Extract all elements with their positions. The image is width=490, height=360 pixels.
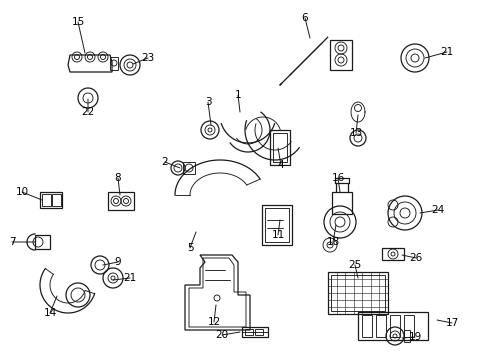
Bar (262, 205, 292, 245)
Text: 21: 21 (123, 273, 137, 283)
Text: 23: 23 (142, 53, 155, 63)
Text: 5: 5 (187, 243, 194, 253)
Text: 13: 13 (349, 128, 363, 138)
Text: 2: 2 (162, 157, 168, 167)
Bar (52, 194, 61, 206)
Text: 15: 15 (72, 17, 85, 27)
Bar (273, 133, 287, 162)
Text: 12: 12 (207, 317, 220, 327)
Bar (404, 330, 410, 342)
Bar (255, 329, 263, 335)
Bar (40, 192, 62, 208)
Bar (358, 312, 428, 340)
Bar (265, 208, 289, 242)
Text: 21: 21 (441, 47, 454, 57)
Bar (362, 315, 372, 337)
Text: 14: 14 (44, 308, 57, 318)
Text: 9: 9 (115, 257, 122, 267)
Text: 4: 4 (278, 160, 284, 170)
Bar (331, 275, 385, 311)
Text: 11: 11 (271, 230, 285, 240)
Text: 24: 24 (431, 205, 444, 215)
Bar (330, 40, 352, 70)
Bar (245, 329, 253, 335)
Text: 17: 17 (445, 318, 459, 328)
Text: 20: 20 (216, 330, 228, 340)
Bar (270, 130, 290, 165)
Text: 7: 7 (9, 237, 15, 247)
Bar (242, 327, 268, 337)
Bar (183, 162, 195, 174)
Text: 18: 18 (326, 237, 340, 247)
Bar (35, 235, 50, 249)
Text: 19: 19 (408, 332, 421, 342)
Text: 3: 3 (205, 97, 211, 107)
Bar (328, 272, 388, 314)
Bar (404, 315, 414, 337)
Text: 8: 8 (115, 173, 122, 183)
Bar (382, 248, 404, 260)
Text: 6: 6 (302, 13, 308, 23)
Text: 16: 16 (331, 173, 344, 183)
Text: 26: 26 (409, 253, 423, 263)
Text: 22: 22 (81, 107, 95, 117)
Bar (108, 192, 134, 210)
Bar (332, 192, 352, 214)
Bar (42, 194, 51, 206)
Bar (390, 315, 400, 337)
Text: 25: 25 (348, 260, 362, 270)
Bar (376, 315, 386, 337)
Text: 10: 10 (16, 187, 28, 197)
Text: 1: 1 (235, 90, 241, 100)
